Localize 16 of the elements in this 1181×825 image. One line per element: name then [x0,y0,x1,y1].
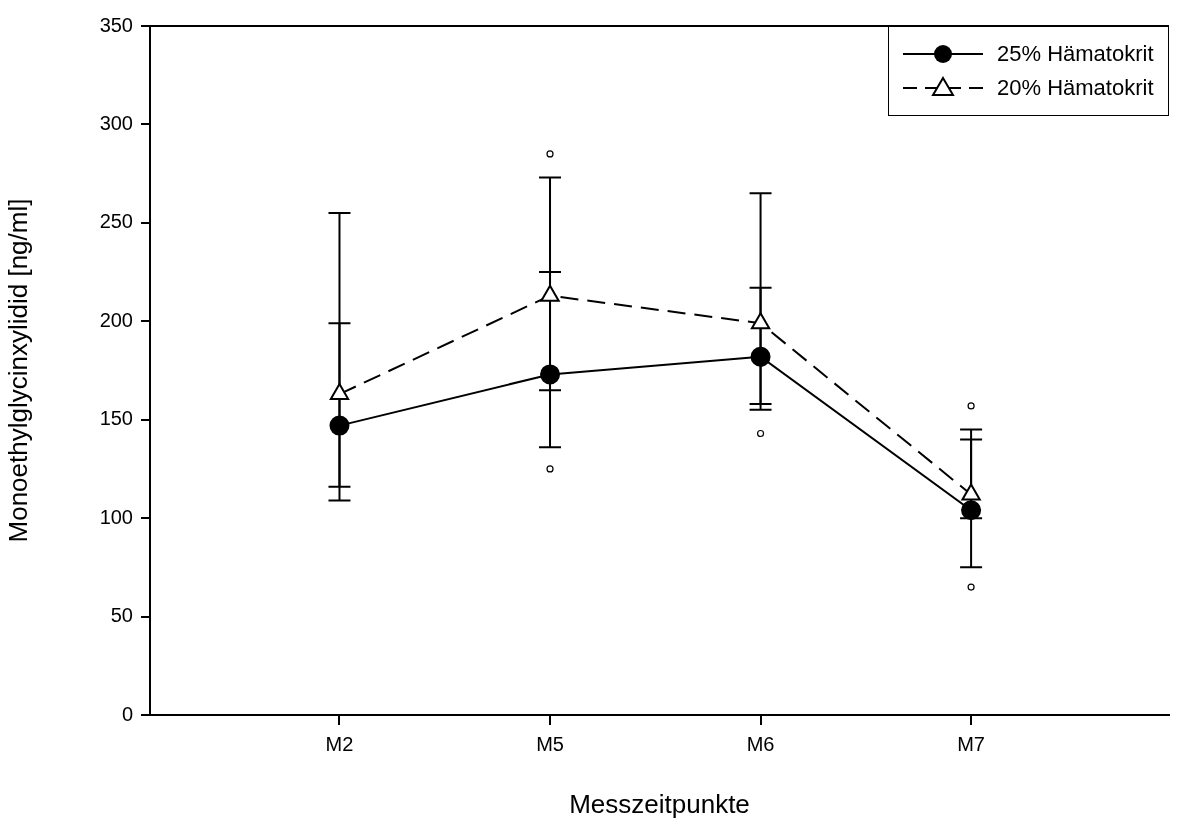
x-tick-label: M2 [325,732,354,755]
y-tick-label: 200 [99,308,133,331]
y-tick-label: 100 [99,505,133,528]
x-tick-label: M7 [957,732,985,755]
y-tick-label: 0 [121,702,133,725]
y-tick-label: 150 [99,407,133,430]
y-tick-label: 350 [99,13,133,36]
legend-label: 25% Hämatokrit [997,41,1154,67]
y-tick-label: 250 [99,210,133,233]
x-tick-label: M5 [536,732,564,755]
y-axis-title: Monoethylglycinxylidid [ng/ml] [2,198,33,543]
x-tick-label: M6 [746,732,775,755]
legend-label: 20% Hämatokrit [997,75,1154,101]
y-tick-label: 300 [99,111,133,134]
y-tick-label: 50 [110,604,133,627]
x-axis-title: Messzeitpunkte [569,788,750,819]
